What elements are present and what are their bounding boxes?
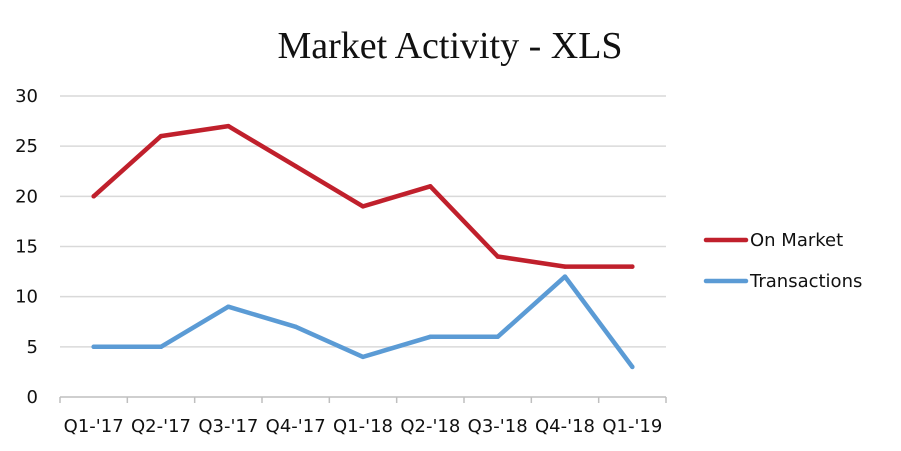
y-axis-tick-labels: 0 5 10 15 20 25 30 [15,86,38,408]
legend: On Market Transactions [703,230,862,292]
y-tick-label: 15 [15,237,38,258]
data-point [226,304,231,309]
legend-label: On Market [750,230,843,251]
series-line-transactions [91,274,635,370]
data-point [158,344,164,350]
data-point [91,344,96,350]
data-point [158,133,164,139]
data-point [360,204,366,209]
x-tick-label: Q1-'18 [333,416,393,437]
data-point [428,334,433,339]
x-tick-label: Q1-'19 [602,416,662,437]
data-point [226,123,231,129]
chart-title: Market Activity - XLS [277,25,622,67]
y-tick-label: 5 [27,337,38,358]
y-tick-label: 30 [15,86,38,107]
legend-item: Transactions [703,271,862,292]
y-tick-label: 20 [15,186,38,207]
x-tick-label: Q2-'17 [131,416,191,437]
data-point [630,364,635,370]
x-tick-label: Q3-'17 [198,416,258,437]
x-tick-label: Q4-'17 [266,416,326,437]
series-lines [91,123,635,370]
data-point [495,334,500,339]
legend-label: Transactions [749,271,862,292]
data-point [360,354,366,360]
x-tick-label: Q4-'18 [535,416,595,437]
data-point [495,254,500,259]
y-tick-label: 10 [15,287,38,308]
legend-item: On Market [703,230,843,251]
data-point [428,184,433,189]
data-point [562,274,568,279]
x-tick-label: Q2-'18 [400,416,460,437]
data-point [630,264,635,269]
data-point [91,194,96,199]
y-tick-label: 0 [27,387,38,408]
y-tick-label: 25 [15,136,38,157]
data-point [562,264,568,269]
data-point [293,324,298,329]
x-tick-label: Q1-'17 [64,416,124,437]
x-tick-label: Q3-'18 [468,416,528,437]
x-axis-tick-labels: Q1-'17 Q2-'17 Q3-'17 Q4-'17 Q1-'18 Q2-'18 Q3-'… [64,416,663,437]
data-point [293,164,298,169]
